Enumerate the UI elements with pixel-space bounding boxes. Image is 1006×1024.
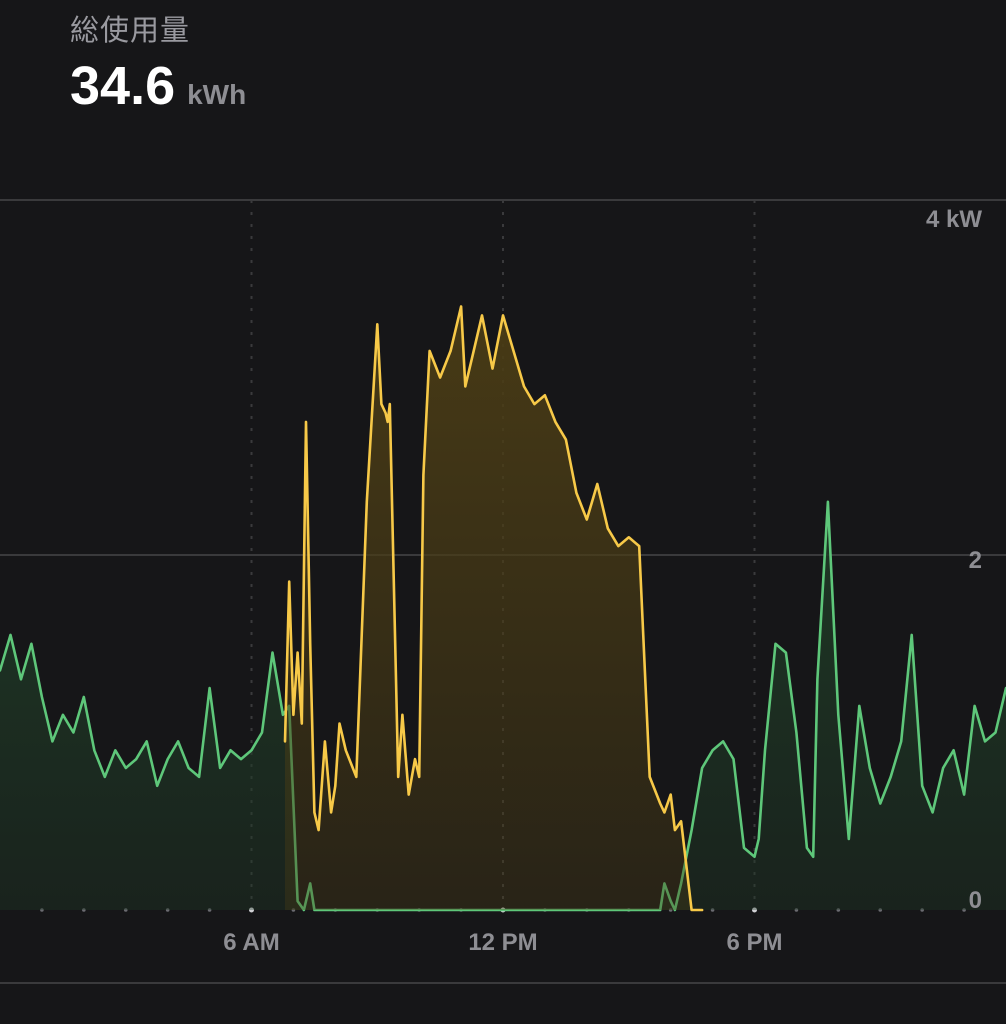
solar-area [285,306,703,910]
y-tick-label: 4 kW [926,206,982,233]
y-tick-label: 2 [969,547,982,574]
y-tick-label: 0 [969,887,982,914]
metric-unit: kWh [187,79,247,110]
x-tick-label: 6 AM [223,929,279,956]
x-tick-label: 6 PM [726,929,782,956]
metric-value: 34.6 [70,56,176,116]
consumption-area [0,501,1006,910]
metric-header: 総使用量 34.6 kWh [70,8,246,118]
metric-label: 総使用量 [70,13,191,47]
solar-line[interactable] [283,305,704,912]
x-tick-label: 12 PM [468,929,537,956]
metric-value-row: 34.6 kWh [70,54,246,118]
